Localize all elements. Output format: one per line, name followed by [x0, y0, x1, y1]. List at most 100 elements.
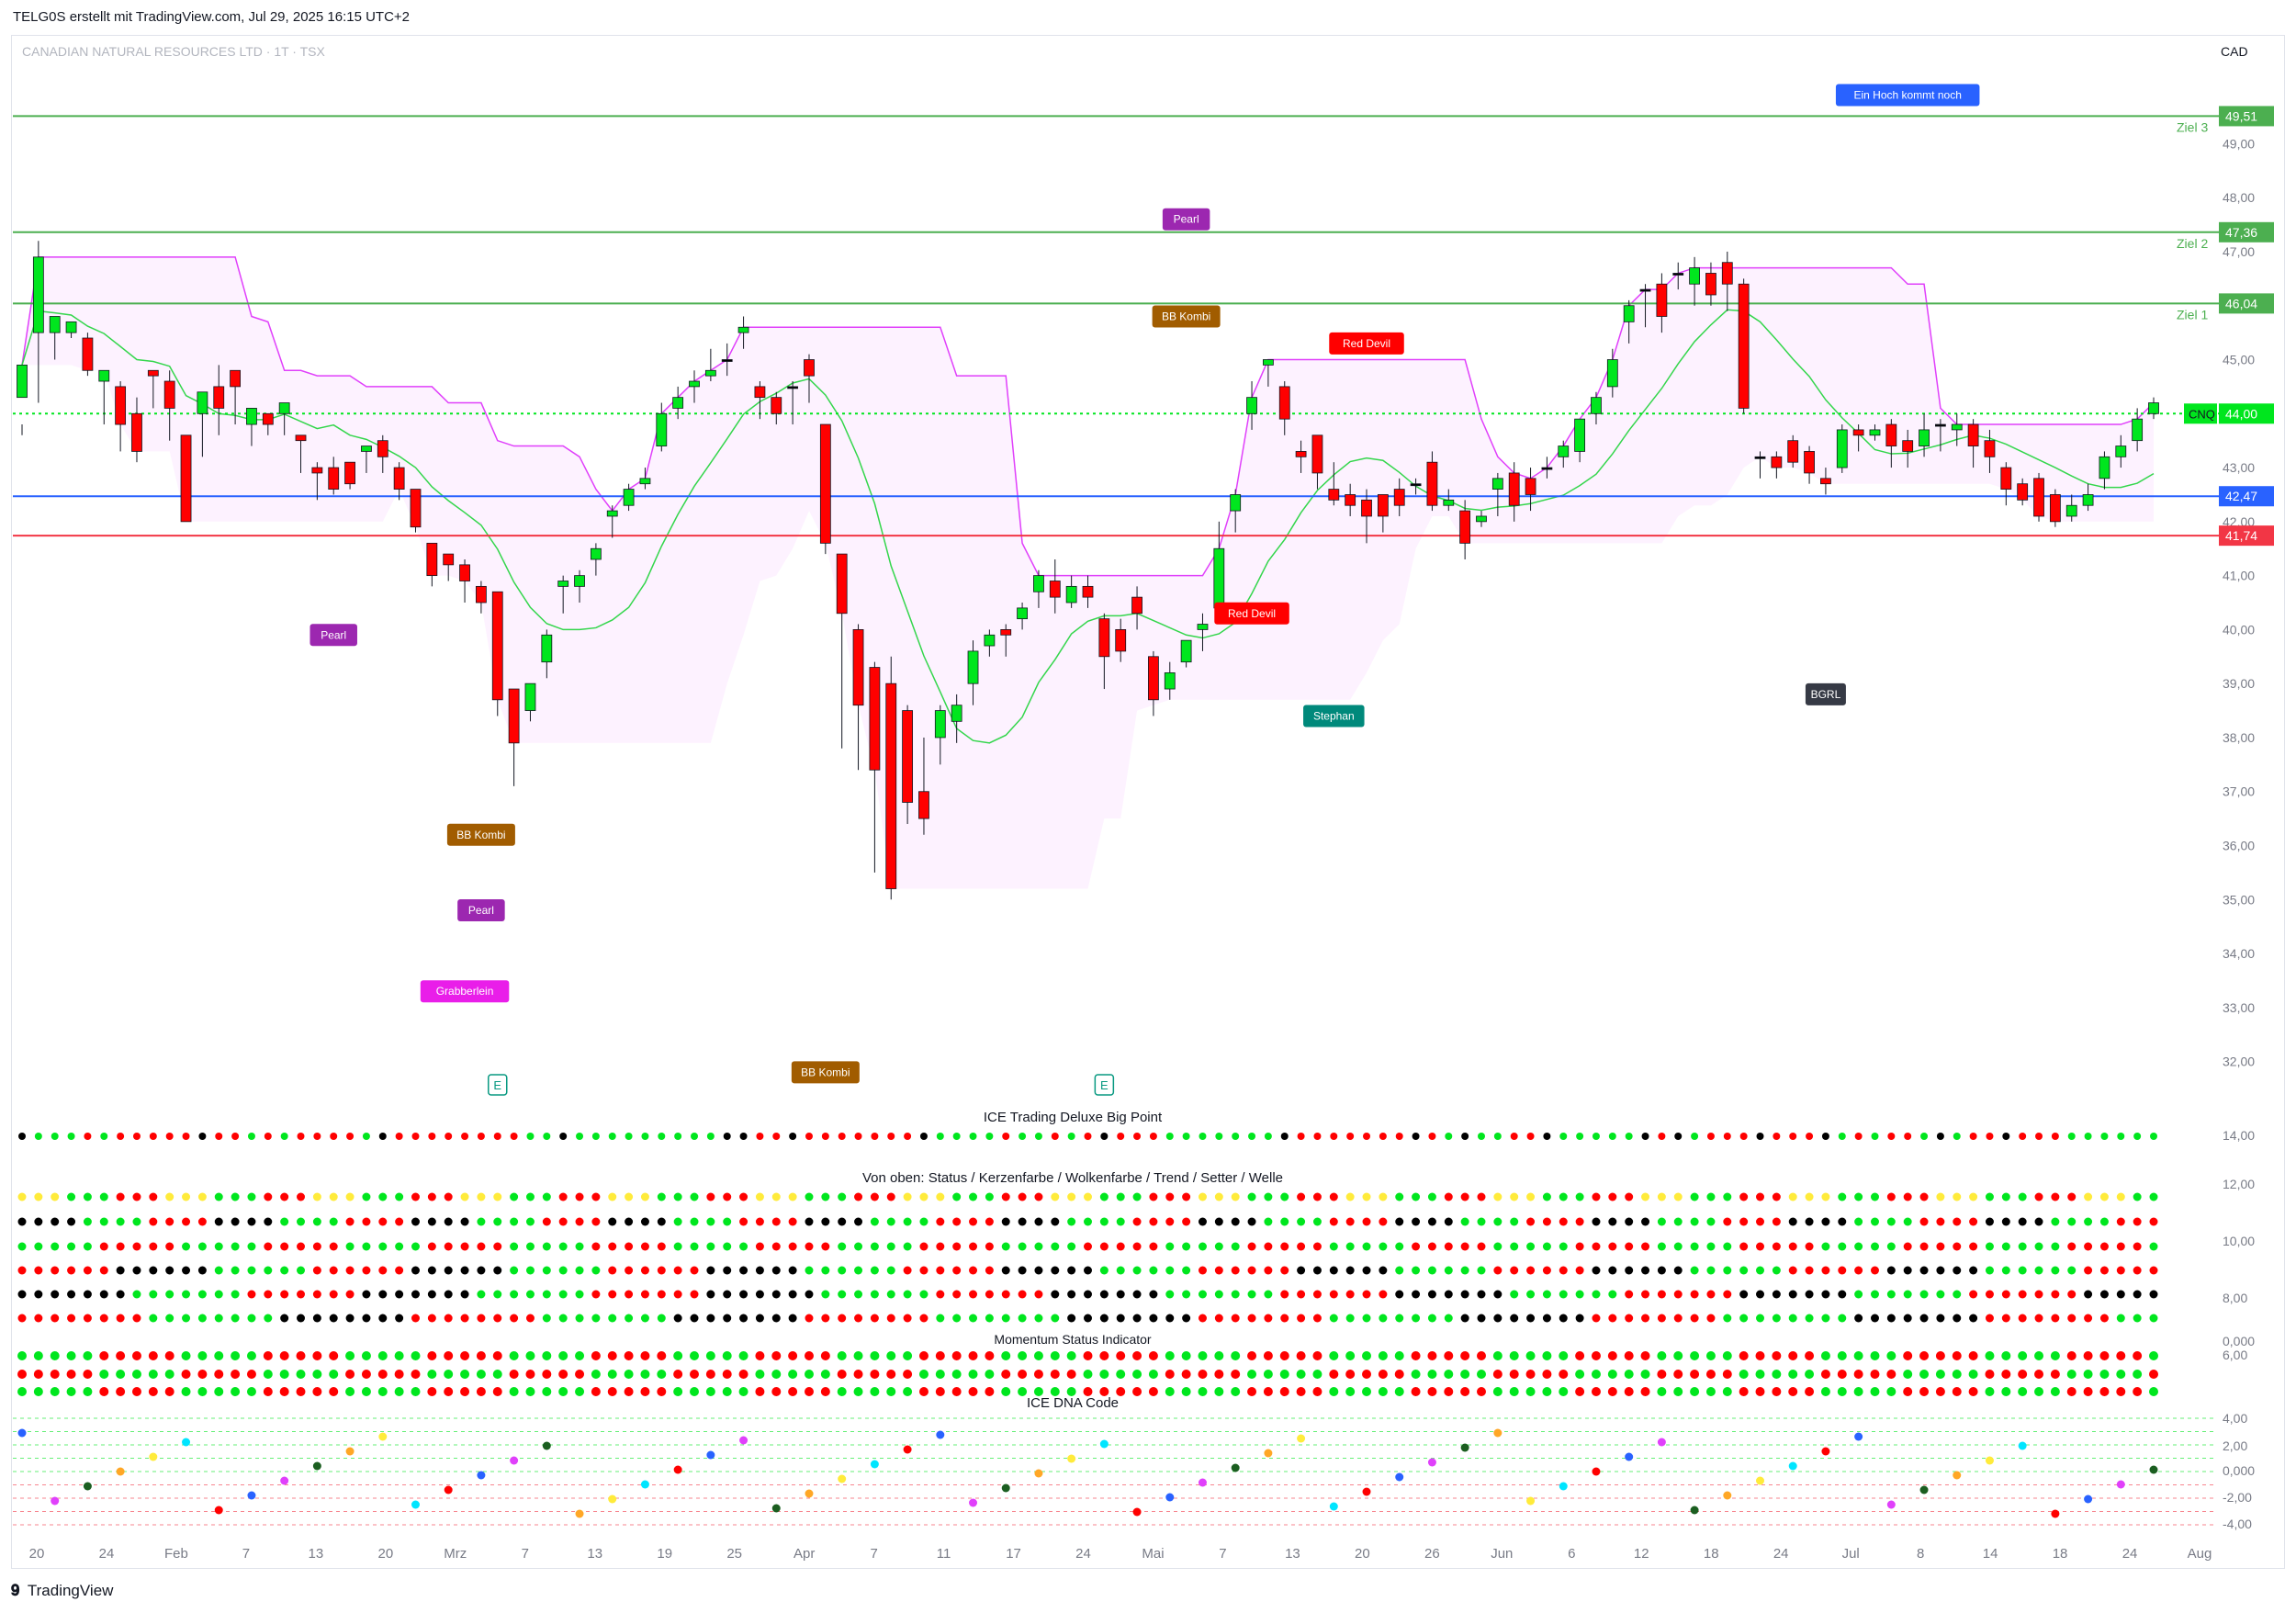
- status-dot: [197, 1290, 207, 1299]
- status-dot: [1559, 1242, 1568, 1251]
- big-point-dot: [215, 1133, 223, 1140]
- status-dot: [575, 1217, 584, 1226]
- status-dot: [1395, 1314, 1404, 1323]
- status-dot: [1345, 1242, 1355, 1251]
- big-point-dot: [493, 1133, 501, 1140]
- status-dot: [1953, 1266, 1962, 1275]
- dna-dot: [1034, 1469, 1043, 1478]
- status-dot: [625, 1266, 634, 1275]
- momentum-dot: [1705, 1387, 1716, 1396]
- momentum-dot: [1509, 1351, 1519, 1360]
- panel-tick: 0,000: [2223, 1334, 2255, 1348]
- level-tag-value: 46,04: [2225, 296, 2257, 310]
- status-dot: [1641, 1217, 1650, 1226]
- dna-dot: [116, 1467, 125, 1476]
- target-label: Ziel 1: [2177, 307, 2208, 321]
- status-dot: [1280, 1217, 1289, 1226]
- big-point-dot: [2067, 1133, 2076, 1140]
- status-dot: [395, 1266, 404, 1275]
- dna-dot: [1821, 1447, 1830, 1456]
- momentum-dot: [33, 1387, 43, 1396]
- status-dot: [690, 1192, 699, 1201]
- status-dot: [640, 1192, 649, 1201]
- status-dot: [1264, 1217, 1273, 1226]
- momentum-dot: [2133, 1387, 2143, 1396]
- status-dot: [1854, 1192, 1863, 1201]
- momentum-dot: [575, 1351, 585, 1360]
- status-dot: [1247, 1290, 1256, 1299]
- footer-brand[interactable]: 𝟗 TradingView: [11, 1582, 113, 1600]
- status-dot: [1526, 1242, 1536, 1251]
- candle-body: [590, 547, 602, 560]
- status-dot: [2084, 1217, 2093, 1226]
- status-dot: [116, 1290, 125, 1299]
- momentum-dot: [1952, 1351, 1962, 1360]
- big-point-dot: [67, 1133, 75, 1140]
- status-dot: [1149, 1192, 1158, 1201]
- big-point-dot: [1330, 1133, 1338, 1140]
- status-dot: [1641, 1192, 1650, 1201]
- dna-dot: [1886, 1500, 1896, 1509]
- status-dot: [1510, 1266, 1519, 1275]
- status-dot: [329, 1314, 338, 1323]
- dna-dot: [1526, 1496, 1536, 1506]
- status-dot: [985, 1266, 994, 1275]
- momentum-dot: [1476, 1370, 1486, 1379]
- status-dot: [2099, 1266, 2109, 1275]
- candle-body: [1738, 283, 1750, 409]
- dna-dot: [1592, 1467, 1601, 1476]
- candle-body: [1017, 607, 1028, 620]
- status-dot: [182, 1290, 191, 1299]
- status-dot: [673, 1217, 682, 1226]
- x-tick-label: 24: [2122, 1546, 2138, 1562]
- status-dot: [591, 1217, 601, 1226]
- big-point-dot: [1100, 1133, 1109, 1140]
- chart-canvas[interactable]: 32,0033,0034,0035,0036,0037,0038,0039,00…: [0, 0, 2296, 1580]
- status-dot: [706, 1290, 715, 1299]
- status-dot: [1460, 1290, 1469, 1299]
- momentum-dot: [1559, 1387, 1569, 1396]
- y-tick-label: 48,00: [2223, 190, 2255, 205]
- y-tick-label: 36,00: [2223, 839, 2255, 853]
- momentum-dot: [444, 1370, 454, 1379]
- momentum-dot: [738, 1387, 748, 1396]
- momentum-dot: [361, 1370, 371, 1379]
- status-dot: [312, 1290, 321, 1299]
- status-dot: [640, 1217, 649, 1226]
- x-tick-label: 14: [1983, 1546, 1998, 1562]
- status-dot: [985, 1217, 994, 1226]
- status-dot: [1165, 1314, 1175, 1323]
- status-dot: [460, 1314, 469, 1323]
- big-point-dot: [1887, 1133, 1896, 1140]
- momentum-dot: [99, 1351, 109, 1360]
- status-dot: [1018, 1192, 1027, 1201]
- y-tick-label: 32,00: [2223, 1055, 2255, 1069]
- big-point-dot: [526, 1133, 535, 1140]
- status-dot: [312, 1192, 321, 1201]
- status-dot: [1362, 1192, 1371, 1201]
- status-dot: [1345, 1290, 1355, 1299]
- dna-dot: [1198, 1478, 1207, 1487]
- y-tick-label: 40,00: [2223, 622, 2255, 637]
- status-dot: [657, 1217, 666, 1226]
- dna-dot: [510, 1456, 519, 1465]
- dna-dot: [1657, 1438, 1666, 1447]
- level-tag: [2219, 106, 2274, 127]
- candle-body: [1476, 515, 1487, 523]
- x-tick-label: 6: [1568, 1546, 1575, 1562]
- candle-body: [574, 575, 585, 587]
- status-dot: [1018, 1290, 1027, 1299]
- big-point-dot: [1510, 1133, 1518, 1140]
- status-dot: [1936, 1314, 1945, 1323]
- big-point-dot: [2002, 1133, 2010, 1140]
- status-dot: [575, 1266, 584, 1275]
- status-dot: [1592, 1290, 1601, 1299]
- status-dot: [34, 1217, 43, 1226]
- momentum-dot: [1460, 1370, 1470, 1379]
- status-dot: [542, 1217, 551, 1226]
- candle-body: [1377, 494, 1389, 517]
- status-dot: [788, 1266, 797, 1275]
- status-dot: [214, 1217, 223, 1226]
- candle-body: [1869, 429, 1881, 436]
- status-dot: [214, 1314, 223, 1323]
